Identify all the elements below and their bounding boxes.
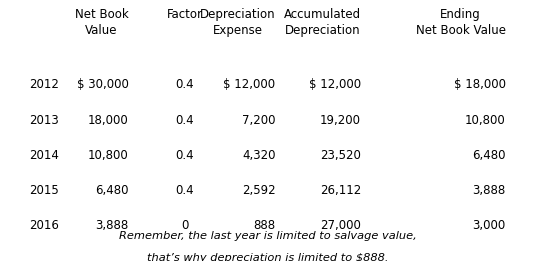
- Text: 0.4: 0.4: [175, 78, 194, 91]
- Text: 6,480: 6,480: [472, 149, 506, 162]
- Text: 888: 888: [254, 219, 276, 232]
- Text: $ 12,000: $ 12,000: [309, 78, 361, 91]
- Text: 3,888: 3,888: [95, 219, 128, 232]
- Text: 0: 0: [181, 219, 188, 232]
- Text: $ 12,000: $ 12,000: [224, 78, 276, 91]
- Text: 2014: 2014: [29, 149, 59, 162]
- Text: 2,592: 2,592: [242, 184, 276, 197]
- Text: that’s why depreciation is limited to $888.: that’s why depreciation is limited to $8…: [147, 253, 388, 261]
- Text: 2015: 2015: [29, 184, 59, 197]
- Text: 3,000: 3,000: [472, 219, 506, 232]
- Text: 2016: 2016: [29, 219, 59, 232]
- Text: 2012: 2012: [29, 78, 59, 91]
- Text: 3,888: 3,888: [472, 184, 506, 197]
- Text: Accumulated
Depreciation: Accumulated Depreciation: [284, 8, 361, 37]
- Text: 19,200: 19,200: [320, 114, 361, 127]
- Text: Remember, the last year is limited to salvage value,: Remember, the last year is limited to sa…: [119, 231, 416, 241]
- Text: 4,320: 4,320: [242, 149, 276, 162]
- Text: 10,800: 10,800: [88, 149, 128, 162]
- Text: 6,480: 6,480: [95, 184, 128, 197]
- Text: 10,800: 10,800: [465, 114, 506, 127]
- Text: 0.4: 0.4: [175, 149, 194, 162]
- Text: 26,112: 26,112: [320, 184, 361, 197]
- Text: Factor: Factor: [166, 8, 203, 21]
- Text: $ 18,000: $ 18,000: [454, 78, 506, 91]
- Text: 0.4: 0.4: [175, 114, 194, 127]
- Text: 18,000: 18,000: [88, 114, 128, 127]
- Text: $ 30,000: $ 30,000: [77, 78, 128, 91]
- Text: 23,520: 23,520: [320, 149, 361, 162]
- Text: 27,000: 27,000: [320, 219, 361, 232]
- Text: 7,200: 7,200: [242, 114, 276, 127]
- Text: Ending
Net Book Value: Ending Net Book Value: [416, 8, 506, 37]
- Text: 2013: 2013: [29, 114, 59, 127]
- Text: 0.4: 0.4: [175, 184, 194, 197]
- Text: Net Book
Value: Net Book Value: [75, 8, 128, 37]
- Text: Depreciation
Expense: Depreciation Expense: [200, 8, 276, 37]
